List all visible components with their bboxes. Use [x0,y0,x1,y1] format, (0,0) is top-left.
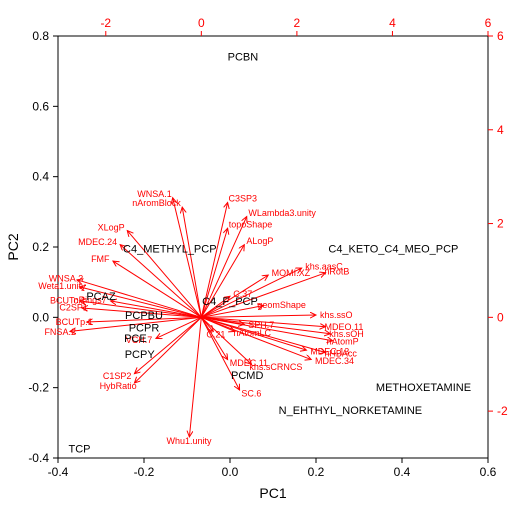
x-axis-label: PC1 [259,485,286,501]
loading-arrow [182,207,201,317]
loading-arrow [173,198,202,318]
observation-label: PCMD [231,370,263,382]
x-bottom-tick-label: 0.2 [308,465,325,479]
y-left-tick-label: 0.6 [32,99,49,113]
loading-arrow [189,317,201,437]
observation-label: PCAZ [86,291,116,303]
loading-label: Weta1.unity [38,281,86,291]
loading-label: Whu1.unity [166,436,212,446]
y-left-tick-label: 0.8 [32,29,49,43]
loading-label: nAromBlock [132,198,181,208]
x-bottom-tick-label: 0.0 [222,465,239,479]
observation-label: C4_KETO_C4_MEO_PCP [328,243,458,255]
x-bottom-tick-label: 0.6 [480,465,497,479]
x-top-tick-label: 4 [389,16,396,30]
x-bottom-tick-label: 0.4 [394,465,411,479]
loading-label: SC.6 [241,389,261,399]
observation-label: TCP [69,444,91,456]
biplot-svg: -0.4 -0.2 0.0 0.2 0.4 0.6 -0.4 -0.2 0.0 0.2 0.4 0.6… [0,0,525,522]
observation-label: PCE [124,333,147,345]
observation-label: PCPY [125,349,156,361]
loading-label: C3SP3 [229,194,258,204]
y-left-tick-label: 0.2 [32,240,49,254]
loading-label: WLambda3.unity [248,208,316,218]
loading-label: MDEC.24 [78,237,117,247]
observation-label: PCPBU [125,310,163,322]
loading-label: FNSA.2 [44,327,76,337]
observation-label: C4_METHYL_PCP [123,243,217,255]
loading-label: nHBAcc [324,349,357,359]
loading-arrow [120,245,201,318]
observation-label: C4_F_PCP [202,296,258,308]
y-left-tick-label: -0.2 [28,381,49,395]
y-left-tick-label: -0.4 [28,451,49,465]
y-right-tick-label: 0 [497,310,504,324]
x-top-tick-label: -2 [100,16,111,30]
loading-label: nAtomP [327,336,359,346]
observation-label: N_EHTHYL_NORKETAMINE [279,405,422,417]
x-bottom-tick-label: -0.4 [48,465,69,479]
loading-label: geomShape [257,300,306,310]
biplot-container: -0.4 -0.2 0.0 0.2 0.4 0.6 -0.4 -0.2 0.0 0.2 0.4 0.6… [0,0,525,527]
x-top-tick-label: 2 [294,16,301,30]
y-axis-label: PC2 [5,233,21,260]
loading-arrow [201,315,316,317]
y-right-tick-label: 4 [497,123,504,137]
y-right-tick-label: -2 [497,404,508,418]
y-right-tick-label: 2 [497,217,504,231]
loading-label: BCUTp.1 [56,317,93,327]
y-right-tick-label: 6 [497,29,504,43]
x-top-tick-label: 6 [485,16,492,30]
loading-label: ALogP [246,236,273,246]
y-left-tick-label: 0.0 [32,310,49,324]
loading-label: FMF [91,254,110,264]
loading-label: khs.ssO [320,310,353,320]
observation-label: METHOXETAMINE [376,382,471,394]
loading-label: nRotB [324,266,349,276]
observation-label: PCBN [228,52,259,64]
x-bottom-tick-label: -0.2 [134,465,155,479]
x-top-tick-label: 0 [198,16,205,30]
loading-label: XLogP [98,223,125,233]
y-left-tick-label: 0.4 [32,170,49,184]
loading-label: topoShape [229,219,273,229]
loading-label: HybRatio [100,381,137,391]
loading-label: C1SP2 [103,371,132,381]
